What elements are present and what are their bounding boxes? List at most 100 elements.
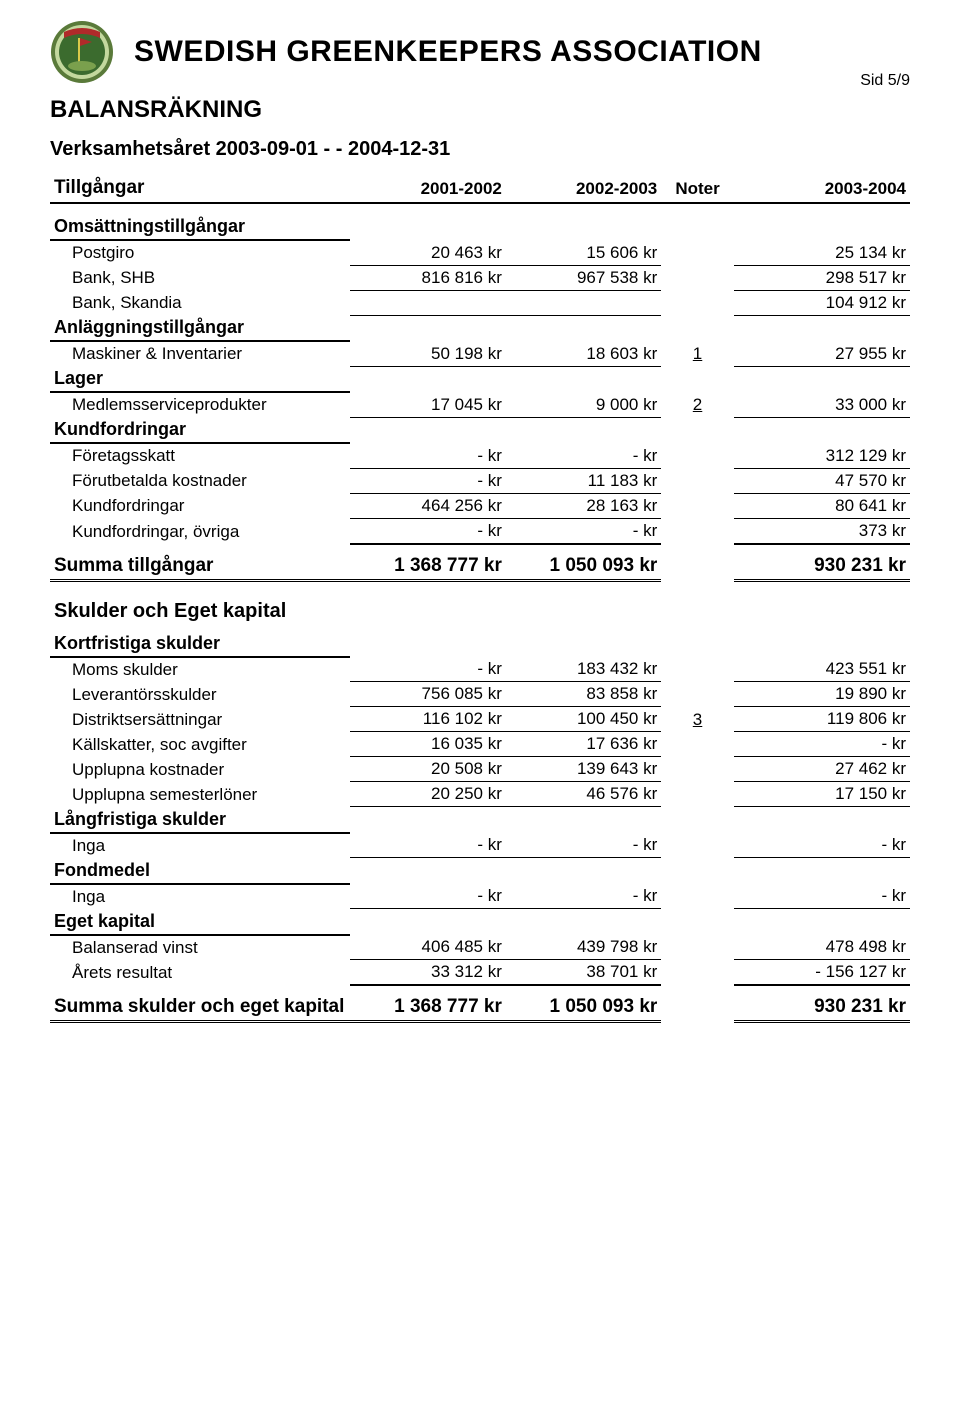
row-value-1: 17 045 kr xyxy=(350,392,505,417)
row-value-3: 478 498 kr xyxy=(734,935,910,960)
row-value-3: 33 000 kr xyxy=(734,392,910,417)
col-2001-2002: 2001-2002 xyxy=(350,175,505,203)
row-value-3: 312 129 kr xyxy=(734,443,910,468)
row-value-1: - kr xyxy=(350,518,505,544)
row-value-1: 20 463 kr xyxy=(350,240,505,265)
group-anlaggning: Anläggningstillgångar xyxy=(50,315,910,341)
row-value-3: - kr xyxy=(734,732,910,757)
table-row: Moms skulder- kr183 432 kr423 551 kr xyxy=(50,657,910,682)
group-langfristiga: Långfristiga skulder xyxy=(50,807,910,833)
liabilities-heading: Skulder och Eget kapital xyxy=(50,580,910,631)
row-note xyxy=(661,732,734,757)
row-label: Bank, SHB xyxy=(50,265,350,290)
table-row: Balanserad vinst406 485 kr439 798 kr478 … xyxy=(50,935,910,960)
col-2003-2004: 2003-2004 xyxy=(734,175,910,203)
row-value-3: 27 462 kr xyxy=(734,757,910,782)
group-omsattning: Omsättningstillgångar xyxy=(50,214,910,240)
table-row: Upplupna semesterlöner20 250 kr46 576 kr… xyxy=(50,782,910,807)
row-note: 1 xyxy=(661,341,734,366)
row-value-1 xyxy=(350,290,505,315)
row-value-1: 33 312 kr xyxy=(350,960,505,986)
balance-table: Tillgångar 2001-2002 2002-2003 Noter 200… xyxy=(50,175,910,1023)
row-value-3: 80 641 kr xyxy=(734,493,910,518)
row-value-1: 756 085 kr xyxy=(350,682,505,707)
table-row: Leverantörsskulder756 085 kr83 858 kr19 … xyxy=(50,682,910,707)
period-title: Verksamhetsåret 2003-09-01 - - 2004-12-3… xyxy=(50,138,910,161)
row-note xyxy=(661,443,734,468)
row-value-3: 298 517 kr xyxy=(734,265,910,290)
row-note xyxy=(661,960,734,986)
row-value-2: 18 603 kr xyxy=(506,341,661,366)
table-row: Bank, Skandia 104 912 kr xyxy=(50,290,910,315)
table-row: Postgiro20 463 kr15 606 kr25 134 kr xyxy=(50,240,910,265)
row-value-1: - kr xyxy=(350,468,505,493)
row-value-2: 183 432 kr xyxy=(506,657,661,682)
row-note xyxy=(661,468,734,493)
group-eget-kapital: Eget kapital xyxy=(50,909,910,935)
row-note xyxy=(661,757,734,782)
row-note: 3 xyxy=(661,707,734,732)
table-row: Bank, SHB816 816 kr967 538 kr298 517 kr xyxy=(50,265,910,290)
row-label: Förutbetalda kostnader xyxy=(50,468,350,493)
row-value-3: 25 134 kr xyxy=(734,240,910,265)
kortfristiga-rows: Moms skulder- kr183 432 kr423 551 krLeve… xyxy=(50,657,910,807)
column-header-row: Tillgångar 2001-2002 2002-2003 Noter 200… xyxy=(50,175,910,203)
row-label: Bank, Skandia xyxy=(50,290,350,315)
row-value-2: - kr xyxy=(506,518,661,544)
row-value-3: 104 912 kr xyxy=(734,290,910,315)
row-value-2: 9 000 kr xyxy=(506,392,661,417)
row-value-1: 20 250 kr xyxy=(350,782,505,807)
row-value-1: 464 256 kr xyxy=(350,493,505,518)
col-2002-2003: 2002-2003 xyxy=(506,175,661,203)
row-value-1: 20 508 kr xyxy=(350,757,505,782)
row-label: Medlemsserviceprodukter xyxy=(50,392,350,417)
row-value-2: - kr xyxy=(506,443,661,468)
table-row: Medlemsserviceprodukter17 045 kr9 000 kr… xyxy=(50,392,910,417)
row-value-2: 11 183 kr xyxy=(506,468,661,493)
row-note xyxy=(661,682,734,707)
row-value-1: - kr xyxy=(350,657,505,682)
row-value-1: 50 198 kr xyxy=(350,341,505,366)
row-label: Inga xyxy=(50,884,350,909)
row-note xyxy=(661,782,734,807)
omsattning-rows: Postgiro20 463 kr15 606 kr25 134 krBank,… xyxy=(50,240,910,315)
row-value-2: - kr xyxy=(506,833,661,858)
row-value-1: 816 816 kr xyxy=(350,265,505,290)
row-label: Moms skulder xyxy=(50,657,350,682)
group-kortfristiga: Kortfristiga skulder xyxy=(50,631,910,657)
row-value-2: 139 643 kr xyxy=(506,757,661,782)
fondmedel-rows: Inga- kr- kr- kr xyxy=(50,884,910,909)
row-label: Kundfordringar xyxy=(50,493,350,518)
row-value-2: 38 701 kr xyxy=(506,960,661,986)
row-value-1: 116 102 kr xyxy=(350,707,505,732)
row-value-1: 16 035 kr xyxy=(350,732,505,757)
row-note: 2 xyxy=(661,392,734,417)
table-row: Företagsskatt- kr- kr312 129 kr xyxy=(50,443,910,468)
row-value-2: 17 636 kr xyxy=(506,732,661,757)
row-value-2: - kr xyxy=(506,884,661,909)
row-label: Upplupna semesterlöner xyxy=(50,782,350,807)
row-value-3: 27 955 kr xyxy=(734,341,910,366)
table-row: Källskatter, soc avgifter16 035 kr17 636… xyxy=(50,732,910,757)
col-label-header: Tillgångar xyxy=(50,175,350,203)
row-value-3: 373 kr xyxy=(734,518,910,544)
row-note xyxy=(661,265,734,290)
row-value-1: - kr xyxy=(350,443,505,468)
row-note xyxy=(661,290,734,315)
document-title: BALANSRÄKNING xyxy=(50,96,910,124)
sum-assets-row: Summa tillgångar 1 368 777 kr 1 050 093 … xyxy=(50,544,910,581)
page: SWEDISH GREENKEEPERS ASSOCIATION Sid 5/9… xyxy=(0,0,960,1063)
anlaggning-rows: Maskiner & Inventarier50 198 kr18 603 kr… xyxy=(50,341,910,366)
row-note xyxy=(661,493,734,518)
row-value-2: 100 450 kr xyxy=(506,707,661,732)
row-label: Balanserad vinst xyxy=(50,935,350,960)
row-label: Inga xyxy=(50,833,350,858)
row-value-3: - kr xyxy=(734,884,910,909)
row-value-1: - kr xyxy=(350,833,505,858)
table-row: Kundfordringar464 256 kr28 163 kr80 641 … xyxy=(50,493,910,518)
table-row: Upplupna kostnader20 508 kr139 643 kr27 … xyxy=(50,757,910,782)
organization-logo-icon xyxy=(50,20,114,84)
langfristiga-rows: Inga- kr- kr- kr xyxy=(50,833,910,858)
sum-liabilities-row: Summa skulder och eget kapital 1 368 777… xyxy=(50,985,910,1022)
row-note xyxy=(661,240,734,265)
